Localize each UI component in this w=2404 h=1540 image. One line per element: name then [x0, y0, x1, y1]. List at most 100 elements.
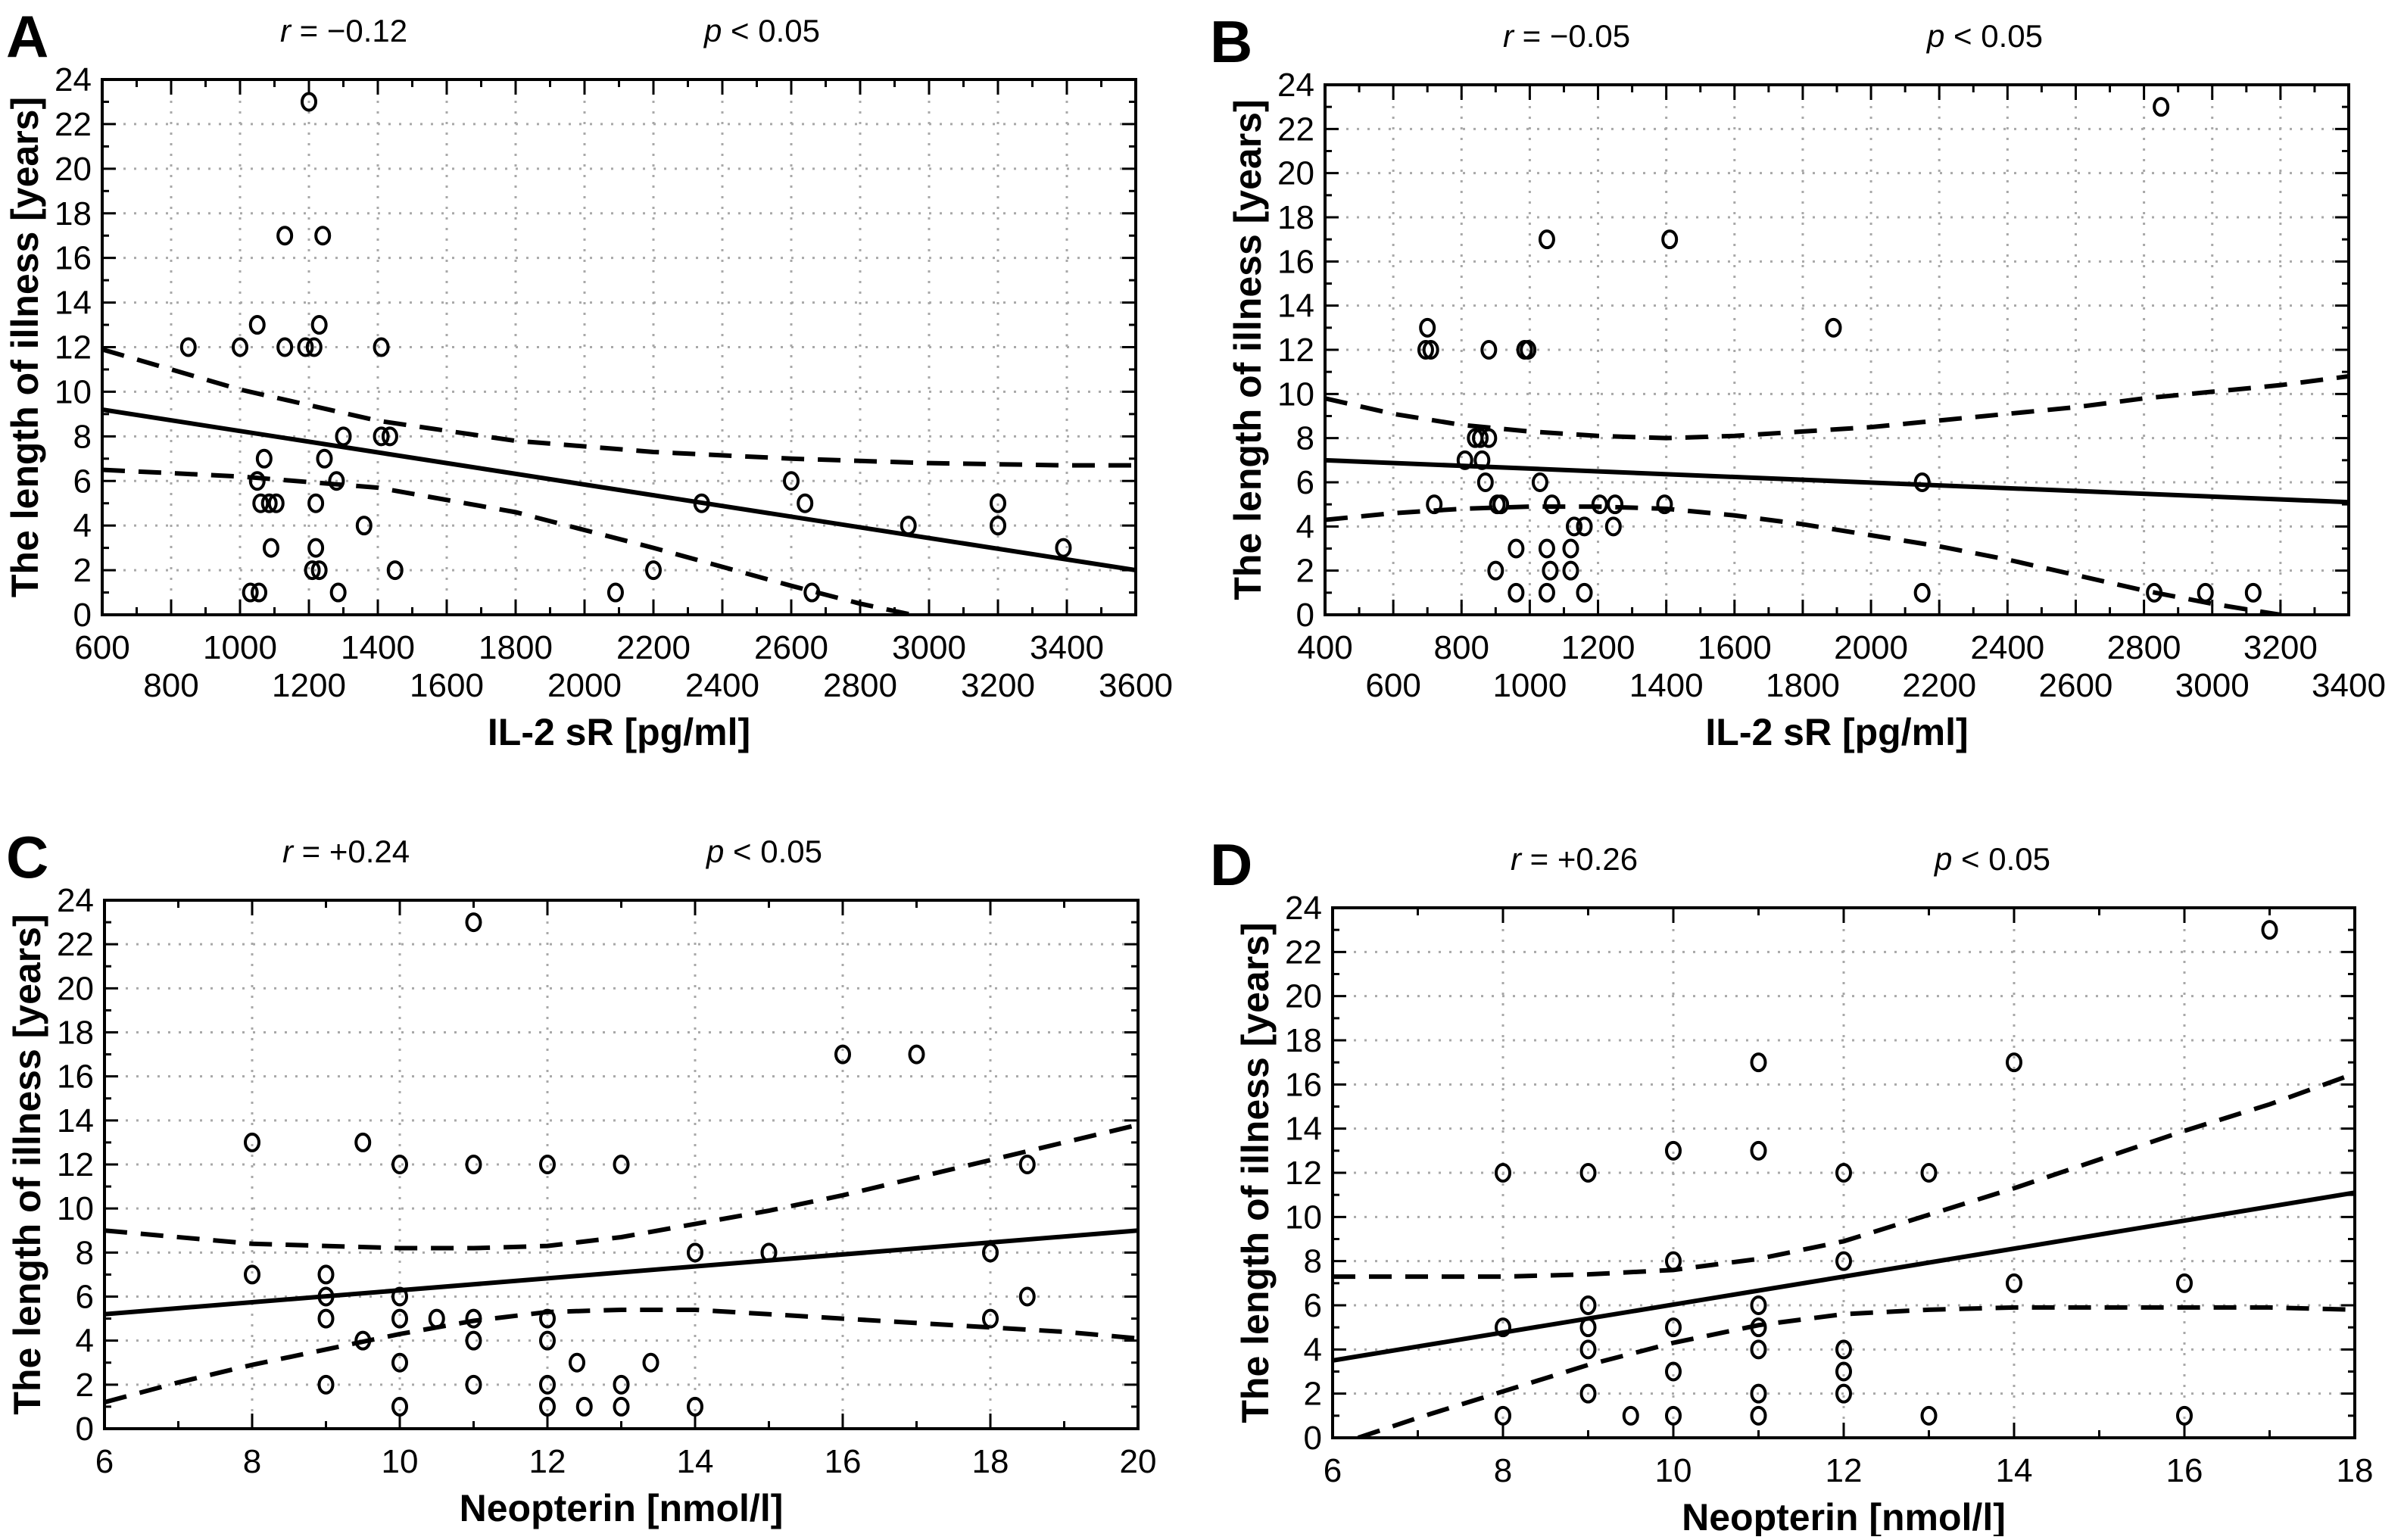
data-point — [301, 92, 317, 112]
data-point — [354, 1132, 372, 1152]
data-point — [1456, 450, 1473, 470]
x-tick-label: 1200 — [272, 667, 346, 704]
data-point — [1607, 494, 1624, 515]
x-tick-label: 2400 — [1970, 629, 2044, 666]
data-point — [465, 1374, 482, 1395]
data-point — [1422, 340, 1439, 360]
plot-frame — [1324, 83, 2350, 616]
x-tick-label: 16 — [825, 1443, 862, 1480]
panel-b: 0 2 4 6 8 10 12 14 16 18 20 22 24 400 800 1200 1600 2000 2… — [1204, 0, 2404, 765]
y-tick-label: 10 — [1277, 376, 1314, 413]
data-point — [310, 315, 328, 335]
y-tick-label: 10 — [1285, 1199, 1322, 1236]
data-point — [1055, 538, 1072, 558]
data-point — [1542, 560, 1559, 581]
regression-line — [102, 407, 1136, 573]
data-point — [317, 1286, 335, 1307]
y-axis-title: The length of illness [years] — [4, 97, 46, 597]
axis-ticks — [103, 899, 1140, 1430]
data-point — [2006, 1052, 2022, 1073]
confidence-band-lower — [102, 467, 912, 615]
x-tick-label: 3200 — [961, 667, 1035, 704]
x-tick-label: 2400 — [685, 667, 759, 704]
x-axis-title: IL-2 sR [pg/ml] — [1705, 711, 1968, 753]
x-tick-label: 8 — [1494, 1452, 1512, 1489]
y-tick-label: 18 — [1285, 1022, 1322, 1059]
data-point — [373, 426, 390, 447]
x-tick-label: 1400 — [341, 629, 415, 666]
correlation-r-label: r = +0.24 — [282, 834, 410, 869]
data-point — [1018, 1286, 1036, 1307]
y-tick-label: 8 — [1304, 1243, 1322, 1280]
data-points — [1417, 97, 2262, 603]
data-point — [179, 337, 197, 357]
y-tick-label: 24 — [55, 61, 92, 98]
data-point — [248, 471, 266, 491]
x-axis-title: Neopterin [nmol/l] — [460, 1487, 784, 1529]
data-point — [1495, 1405, 1511, 1426]
x-tick-label: 2600 — [754, 629, 828, 666]
y-tick-label: 12 — [57, 1146, 94, 1183]
x-tick-label: 1600 — [410, 667, 484, 704]
data-point — [1665, 1140, 1682, 1161]
y-tick-label: 2 — [1296, 553, 1314, 590]
data-point — [267, 493, 285, 513]
data-point — [613, 1396, 630, 1417]
r-symbol: r — [1511, 841, 1530, 877]
x-tick-label: 2800 — [2107, 629, 2181, 666]
data-point — [1579, 1163, 1597, 1183]
x-tick-label: 12 — [529, 1443, 566, 1480]
data-point — [1665, 1361, 1682, 1382]
data-point — [1538, 582, 1555, 603]
data-point — [1018, 1155, 1036, 1174]
data-point — [1825, 317, 1842, 338]
data-point — [569, 1352, 585, 1373]
data-point — [606, 582, 624, 603]
data-point — [386, 560, 404, 581]
x-tick-label: 1800 — [479, 629, 553, 666]
grid-lines — [102, 79, 1136, 615]
data-point — [1750, 1405, 1767, 1426]
y-tick-label: 0 — [1296, 597, 1314, 634]
p-value: < 0.05 — [731, 13, 820, 48]
x-tick-label: 800 — [1434, 629, 1489, 666]
y-axis-title: The length of illness [years] — [6, 914, 48, 1414]
x-tick-label: 18 — [2337, 1452, 2374, 1489]
data-point — [1495, 1163, 1511, 1183]
x-tick-label: 16 — [2166, 1452, 2203, 1489]
data-point — [1480, 428, 1498, 448]
data-point — [2146, 582, 2163, 603]
x-tick-label: 8 — [243, 1443, 261, 1480]
y-tick-label: 20 — [57, 970, 94, 1007]
data-point — [1665, 1405, 1682, 1426]
y-tick-label: 24 — [57, 882, 94, 919]
data-point — [1520, 340, 1537, 360]
data-point — [232, 337, 248, 357]
x-tick-label: 3400 — [2312, 667, 2386, 704]
data-point — [613, 1155, 630, 1174]
y-tick-label: 14 — [55, 285, 92, 322]
x-axis-title: IL-2 sR [pg/ml] — [488, 711, 750, 753]
x-tick-label: 1000 — [203, 629, 277, 666]
y-tick-label: 24 — [1277, 67, 1314, 104]
data-point — [1480, 340, 1498, 360]
data-point — [1750, 1339, 1767, 1360]
data-point — [465, 1330, 482, 1351]
r-symbol: r — [280, 13, 300, 48]
data-point — [2006, 1273, 2022, 1293]
y-tick-label: 6 — [1304, 1287, 1322, 1324]
data-point — [1750, 1317, 1767, 1338]
p-symbol: p — [703, 13, 731, 48]
data-point — [1417, 340, 1434, 360]
data-point — [262, 538, 279, 558]
data-point — [1579, 1295, 1597, 1315]
data-point — [1538, 229, 1555, 250]
y-tick-label: 22 — [1285, 934, 1322, 971]
p-value: < 0.05 — [733, 834, 822, 869]
p-symbol: p — [705, 834, 733, 869]
correlation-r-label: r = −0.12 — [280, 13, 407, 48]
data-point — [244, 1264, 260, 1285]
x-tick-label: 10 — [1655, 1452, 1692, 1489]
data-point — [1562, 560, 1579, 581]
